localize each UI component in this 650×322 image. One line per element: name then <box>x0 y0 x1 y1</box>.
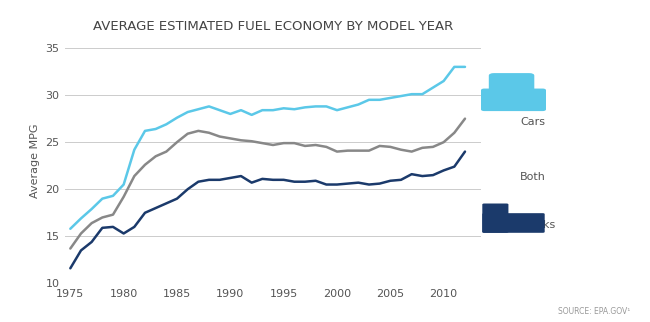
Text: Trucks: Trucks <box>520 220 555 231</box>
Text: Cars: Cars <box>520 117 545 128</box>
Text: Both: Both <box>520 172 546 182</box>
Title: AVERAGE ESTIMATED FUEL ECONOMY BY MODEL YEAR: AVERAGE ESTIMATED FUEL ECONOMY BY MODEL … <box>93 20 453 33</box>
Text: SOURCE: EPA.GOV¹: SOURCE: EPA.GOV¹ <box>558 307 630 316</box>
Y-axis label: Average MPG: Average MPG <box>30 124 40 198</box>
